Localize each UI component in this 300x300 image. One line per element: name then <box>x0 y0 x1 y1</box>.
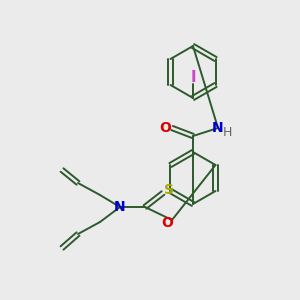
Text: I: I <box>190 70 196 86</box>
Text: N: N <box>212 121 224 135</box>
Text: N: N <box>114 200 126 214</box>
Text: S: S <box>164 183 174 197</box>
Text: H: H <box>222 125 232 139</box>
Text: O: O <box>161 216 173 230</box>
Text: O: O <box>159 121 171 135</box>
